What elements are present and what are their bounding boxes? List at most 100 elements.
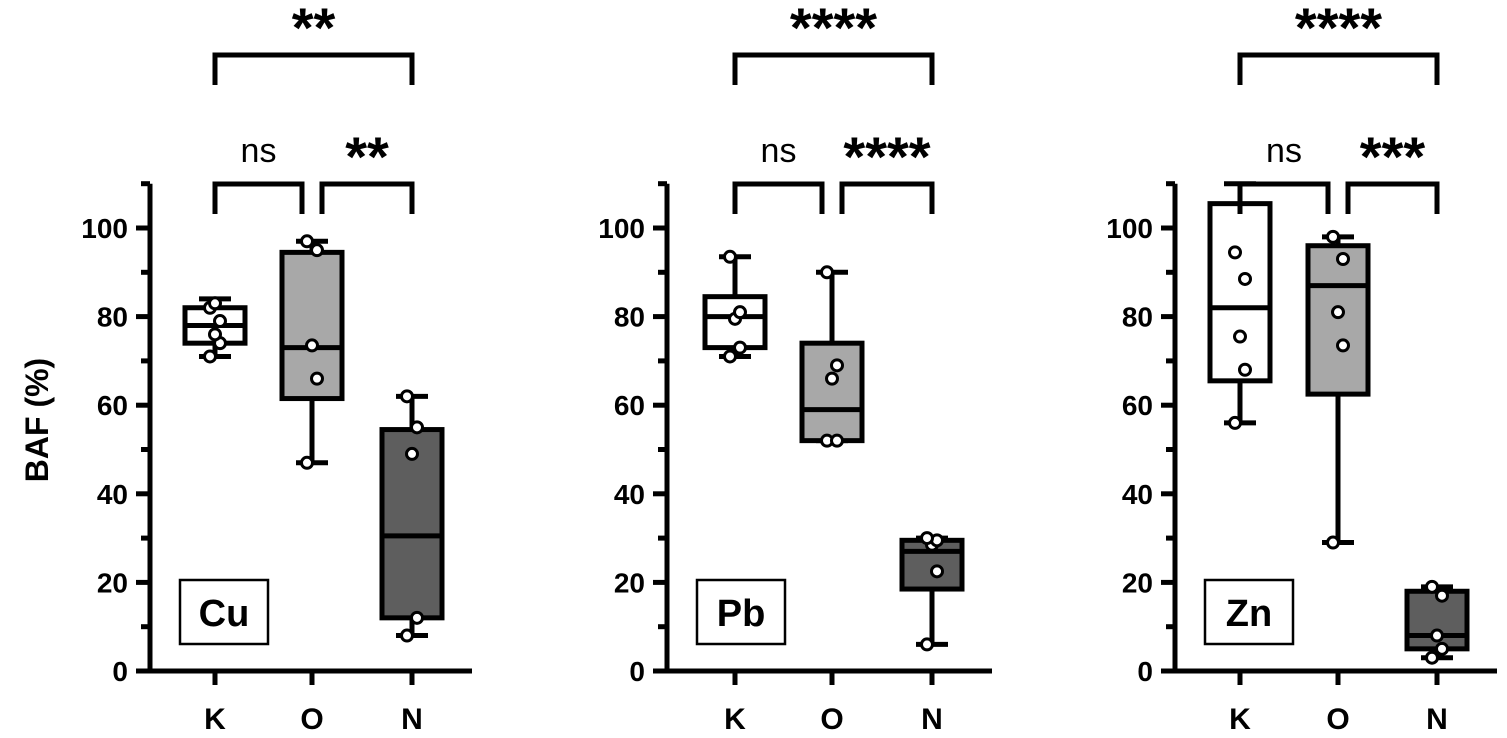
x-tick-label: O <box>300 703 323 736</box>
data-point <box>208 327 222 342</box>
box-o <box>799 265 865 448</box>
x-tick-label: K <box>1229 703 1251 736</box>
y-tick-label: 60 <box>1122 390 1153 421</box>
panel-cu: 0 20 40 60 80 100 K O N BAF (%) ns ** ** Cu <box>19 0 472 736</box>
bracket-line <box>732 181 825 214</box>
significance-bracket: ** <box>212 0 415 85</box>
significance-label: *** <box>1360 125 1426 188</box>
significance-bracket: **** <box>732 0 935 85</box>
y-tick-label: 100 <box>598 213 645 244</box>
x-tick-label: N <box>1426 703 1448 736</box>
box-o <box>279 234 345 470</box>
data-point <box>1326 229 1340 244</box>
element-label-text: Cu <box>199 593 250 635</box>
significance-label: ns <box>241 132 277 170</box>
y-tick-label: 20 <box>97 567 128 598</box>
significance-label: ** <box>345 125 389 188</box>
data-point <box>1336 252 1350 267</box>
x-tick-label: K <box>724 703 746 736</box>
box-k <box>182 296 248 364</box>
significance-bracket: ** <box>319 125 415 214</box>
y-tick-label: 60 <box>614 390 645 421</box>
data-point <box>213 314 227 329</box>
data-point <box>300 234 314 249</box>
data-point <box>410 610 424 625</box>
data-point <box>305 338 319 353</box>
data-point <box>1233 329 1247 344</box>
box-body <box>1305 243 1371 397</box>
bracket-line <box>212 181 305 214</box>
data-point <box>733 305 747 320</box>
box-k <box>1207 181 1273 430</box>
significance-label: **** <box>790 0 877 59</box>
data-point <box>1425 579 1439 594</box>
data-point <box>400 628 414 643</box>
data-point <box>1435 641 1449 656</box>
data-point <box>203 349 217 364</box>
significance-bracket: ns <box>212 132 305 214</box>
data-point <box>930 564 944 579</box>
data-point <box>1430 628 1444 643</box>
bracket-line <box>732 52 935 85</box>
y-tick-label: 40 <box>614 479 645 510</box>
significance-bracket: **** <box>1237 0 1440 85</box>
y-tick-label: 0 <box>112 656 128 687</box>
significance-label: ns <box>761 132 797 170</box>
data-point <box>920 637 934 652</box>
bracket-line <box>1345 181 1440 214</box>
y-tick-label: 80 <box>97 302 128 333</box>
data-point <box>830 358 844 373</box>
significance-label: **** <box>1295 0 1382 59</box>
significance-label: **** <box>843 125 930 188</box>
x-tick-label: N <box>401 703 423 736</box>
data-point <box>405 446 419 461</box>
data-point <box>733 340 747 355</box>
y-tick-label: 20 <box>1122 567 1153 598</box>
y-tick-label: 20 <box>614 567 645 598</box>
data-point <box>1425 650 1439 665</box>
significance-bracket: **** <box>839 125 935 214</box>
data-point <box>1326 535 1340 550</box>
data-point <box>400 389 414 404</box>
y-tick-label: 80 <box>1122 302 1153 333</box>
bracket-line <box>319 181 415 214</box>
data-point <box>820 265 834 280</box>
y-tick-label: 40 <box>1122 479 1153 510</box>
data-point <box>920 531 934 546</box>
x-tick-label: K <box>204 703 226 736</box>
panel-pb: 0 20 40 60 80 100 K O Nns **** **** Pb <box>598 0 992 736</box>
bracket-line <box>1237 181 1331 214</box>
element-label-text: Pb <box>717 593 766 635</box>
data-point <box>410 420 424 435</box>
box-body <box>1207 201 1273 384</box>
x-tick-label: N <box>921 703 943 736</box>
data-point <box>208 296 222 311</box>
box-k <box>702 249 768 364</box>
x-tick-label: O <box>820 703 843 736</box>
data-point <box>723 249 737 264</box>
bracket-line <box>839 181 935 214</box>
data-point <box>310 371 324 386</box>
box-n <box>899 531 965 652</box>
significance-bracket: ns <box>1237 132 1331 214</box>
element-label-box <box>695 578 787 646</box>
data-point <box>1435 588 1449 603</box>
data-point <box>830 433 844 448</box>
box-body <box>799 340 865 444</box>
data-point <box>1228 415 1242 430</box>
y-axis-label: BAF (%) <box>19 358 55 482</box>
significance-bracket: *** <box>1345 125 1440 214</box>
data-point <box>310 243 324 258</box>
data-point <box>723 349 737 364</box>
element-label-text: Zn <box>1226 593 1272 635</box>
data-point <box>300 455 314 470</box>
y-tick-label: 0 <box>629 656 645 687</box>
significance-label: ns <box>1266 132 1302 170</box>
box-n <box>379 389 445 643</box>
bracket-line <box>1237 52 1440 85</box>
y-tick-label: 80 <box>614 302 645 333</box>
data-point <box>1228 245 1242 260</box>
data-point <box>825 371 839 386</box>
